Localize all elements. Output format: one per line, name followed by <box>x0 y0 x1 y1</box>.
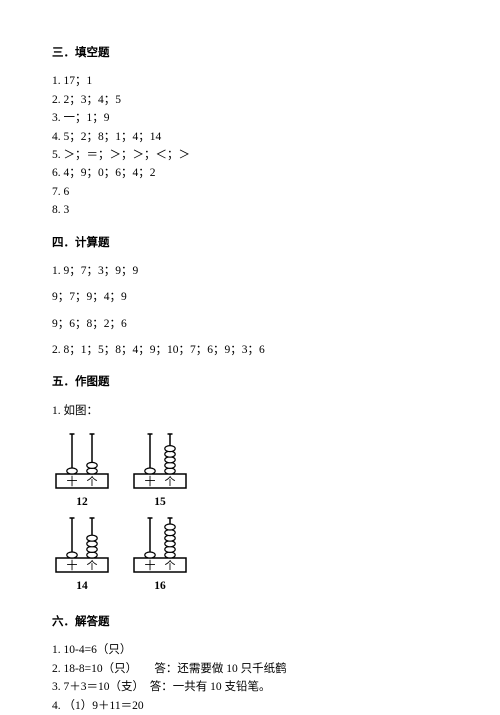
s4-item: 1. 9；7；3；9；9 <box>52 262 448 280</box>
abacus-number-label: 12 <box>76 493 88 511</box>
abacus-number-label: 16 <box>154 577 166 595</box>
s3-item: 7. 6 <box>52 183 448 201</box>
abacus-row: 十个14十个16 <box>52 514 448 595</box>
abacus-icon: 十个 <box>52 514 112 576</box>
section-3-heading: 三．填空题 <box>52 44 448 62</box>
s3-item: 5. ＞；＝；＞；＞；＜；＞ <box>52 146 448 164</box>
svg-text:十: 十 <box>145 474 156 488</box>
s6-item: 2. 18-8=10（只） 答：还需要做 10 只千纸鹤 <box>52 660 448 678</box>
svg-text:十: 十 <box>67 558 78 572</box>
svg-text:个: 个 <box>165 475 176 488</box>
s6-item: 4. （1）9＋11＝20 <box>52 697 448 715</box>
s6-item: 3. 7＋3＝10（支） 答：一共有 10 支铅笔。 <box>52 678 448 696</box>
s6-item: 1. 10-4=6（只） <box>52 641 448 659</box>
abacus-unit: 十个14 <box>52 514 112 595</box>
s3-item: 6. 4；9；0；6；4；2 <box>52 164 448 182</box>
s4-item: 9；7；9；4；9 <box>52 288 448 306</box>
section-4-heading: 四．计算题 <box>52 234 448 252</box>
section-5-heading: 五．作图题 <box>52 373 448 391</box>
abacus-number-label: 15 <box>154 493 166 511</box>
answer-page: 三．填空题 1. 17；1 2. 2；3；4；5 3. 一；1；9 4. 5；2… <box>0 0 500 715</box>
abacus-unit: 十个12 <box>52 430 112 511</box>
abacus-icon: 十个 <box>130 514 190 576</box>
abacus-number-label: 14 <box>76 577 88 595</box>
s3-item: 3. 一；1；9 <box>52 109 448 127</box>
abacus-icon: 十个 <box>52 430 112 492</box>
abacus-icon: 十个 <box>130 430 190 492</box>
s3-item: 8. 3 <box>52 201 448 219</box>
svg-text:个: 个 <box>87 559 98 572</box>
section-4-body: 1. 9；7；3；9；9 9；7；9；4；9 9；6；8；2；6 2. 8；1；… <box>52 262 448 360</box>
abacus-unit: 十个16 <box>130 514 190 595</box>
svg-text:个: 个 <box>165 559 176 572</box>
section-3-body: 1. 17；1 2. 2；3；4；5 3. 一；1；9 4. 5；2；8；1；4… <box>52 72 448 219</box>
svg-text:十: 十 <box>67 474 78 488</box>
s4-item: 9；6；8；2；6 <box>52 315 448 333</box>
s3-item: 2. 2；3；4；5 <box>52 91 448 109</box>
abacus-unit: 十个15 <box>130 430 190 511</box>
section-6-heading: 六．解答题 <box>52 613 448 631</box>
s3-item: 4. 5；2；8；1；4；14 <box>52 128 448 146</box>
svg-text:十: 十 <box>145 558 156 572</box>
abacus-row: 十个12十个15 <box>52 430 448 511</box>
s3-item: 1. 17；1 <box>52 72 448 90</box>
s5-intro: 1. 如图： <box>52 402 448 420</box>
abacus-figure: 十个12十个15十个14十个16 <box>52 430 448 595</box>
s4-item: 2. 8；1；5；8；4；9；10；7；6；9；3；6 <box>52 341 448 359</box>
section-6-body: 1. 10-4=6（只） 2. 18-8=10（只） 答：还需要做 10 只千纸… <box>52 641 448 715</box>
svg-text:个: 个 <box>87 475 98 488</box>
